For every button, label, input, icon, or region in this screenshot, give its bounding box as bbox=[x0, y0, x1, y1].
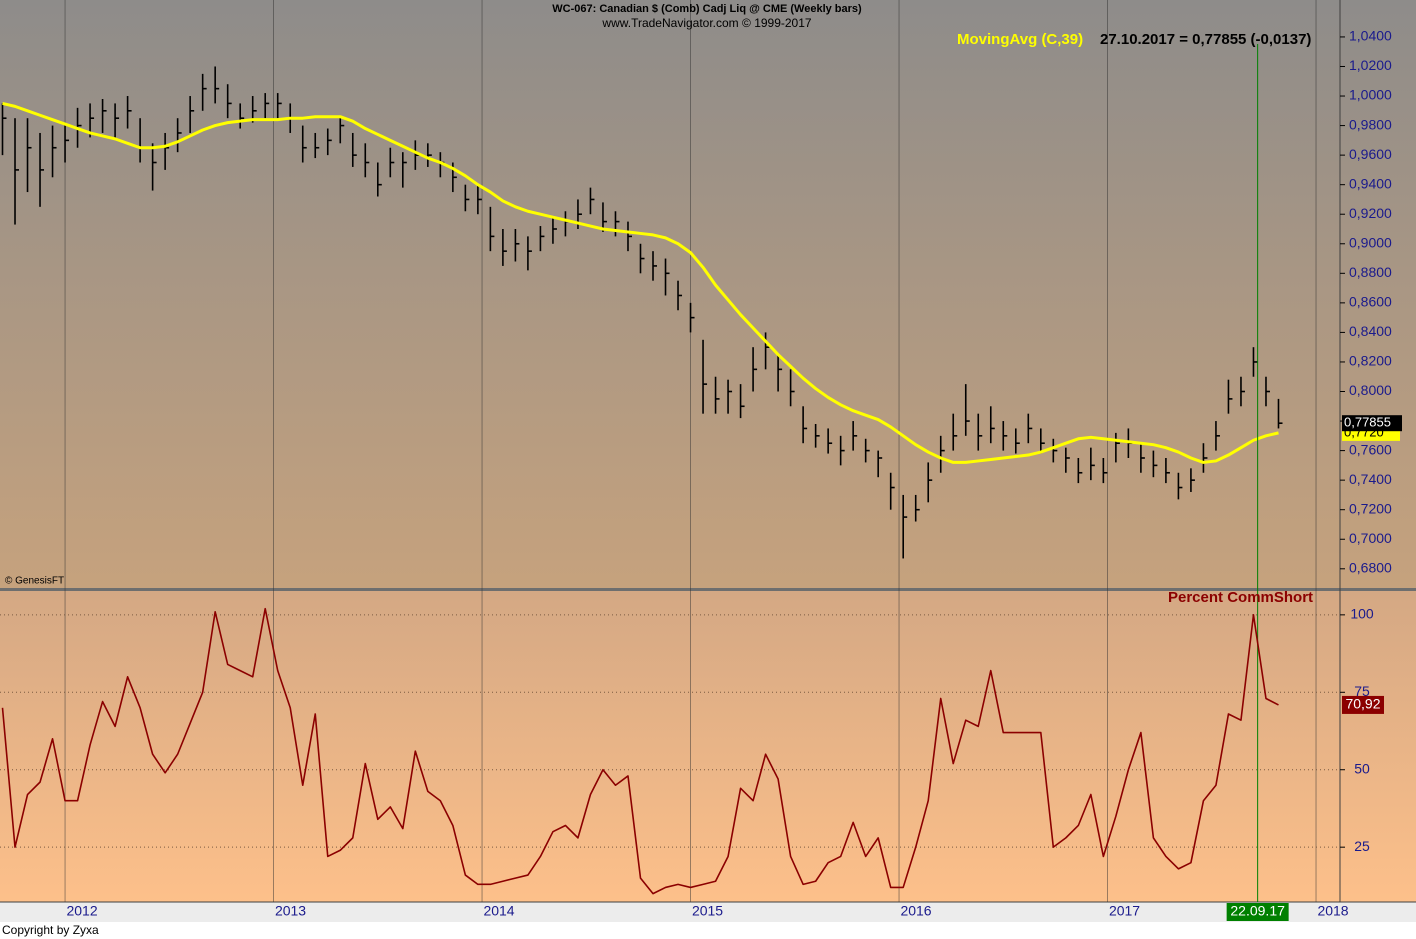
panel-separator bbox=[0, 588, 1416, 591]
grid bbox=[0, 0, 1345, 902]
price-value-label: 0,77855 bbox=[1344, 415, 1391, 430]
y-tick-label: 1,0000 bbox=[1349, 87, 1392, 103]
y-tick-label: 0,8400 bbox=[1349, 323, 1392, 339]
y-tick-label: 0,8000 bbox=[1349, 382, 1392, 398]
legend-entry: Percent CommShort bbox=[1168, 589, 1313, 606]
y-tick-label: 0,7400 bbox=[1349, 471, 1392, 487]
marker-label: 22.09.17 bbox=[1230, 903, 1285, 919]
y-tick-label: 0,7000 bbox=[1349, 530, 1392, 546]
y-tick-label: 0,6800 bbox=[1349, 559, 1392, 575]
y-tick-label: 100 bbox=[1350, 606, 1374, 622]
series-line bbox=[1, 607, 1279, 895]
footer: Copyright by Zyxa bbox=[2, 923, 99, 937]
series-line bbox=[2, 101, 1279, 464]
y-tick-label: 0,9000 bbox=[1349, 234, 1392, 250]
chart-subtitle: www.TradeNavigator.com © 1999-2017 bbox=[601, 16, 811, 30]
x-tick-label: 2014 bbox=[483, 903, 514, 919]
y-tick-label: 25 bbox=[1354, 838, 1370, 854]
x-tick-label: 2016 bbox=[900, 903, 931, 919]
legend-value: 27.10.2017 = 0,77855 (-0,0137) bbox=[1100, 31, 1311, 48]
source: © GenesisFT bbox=[5, 576, 64, 587]
y-tick-label: 0,9800 bbox=[1349, 116, 1392, 132]
y-tick-label: 0,8600 bbox=[1349, 294, 1392, 310]
legend-entry: MovingAvg (C,39) bbox=[957, 31, 1083, 48]
price-value-box bbox=[1342, 415, 1402, 432]
marker-box bbox=[1226, 903, 1289, 921]
y-tick-label: 0,9400 bbox=[1349, 175, 1392, 191]
y-tick-label: 0,7600 bbox=[1349, 441, 1392, 457]
x-tick-label: 2013 bbox=[275, 903, 306, 919]
x-tick-label: 2015 bbox=[692, 903, 723, 919]
y-tick-label: 0,7200 bbox=[1349, 500, 1392, 516]
y-tick-label: 1,0200 bbox=[1349, 57, 1392, 73]
y-tick-label: 0,9200 bbox=[1349, 205, 1392, 221]
indicator-value-box bbox=[1342, 695, 1384, 714]
indicator-panel-bg bbox=[0, 591, 1416, 902]
y-tick-label: 50 bbox=[1354, 760, 1370, 776]
indicator-value-label: 70,92 bbox=[1345, 696, 1380, 712]
x-tick-label: 2017 bbox=[1109, 903, 1140, 919]
y-tick-label: 1,0400 bbox=[1349, 28, 1392, 44]
x-axis-strip bbox=[0, 902, 1416, 922]
y-tick-label: 0,8200 bbox=[1349, 353, 1392, 369]
x-tick-label: 2018 bbox=[1317, 903, 1348, 919]
y-tick-label: 0,9600 bbox=[1349, 146, 1392, 162]
plot bbox=[1, 44, 1283, 902]
y-tick-label: 75 bbox=[1354, 683, 1370, 699]
price-panel-bg bbox=[0, 0, 1416, 588]
x-tick-label: 2012 bbox=[66, 903, 97, 919]
labels: 2012 2013 2014 2015 2016 2017 2018 1,0400 1,0200… bbox=[66, 28, 1402, 921]
y-tick-label: 0,8800 bbox=[1349, 264, 1392, 280]
chart-title: WC-067: Canadian $ (Comb) Cadj Liq @ CME… bbox=[552, 3, 862, 15]
